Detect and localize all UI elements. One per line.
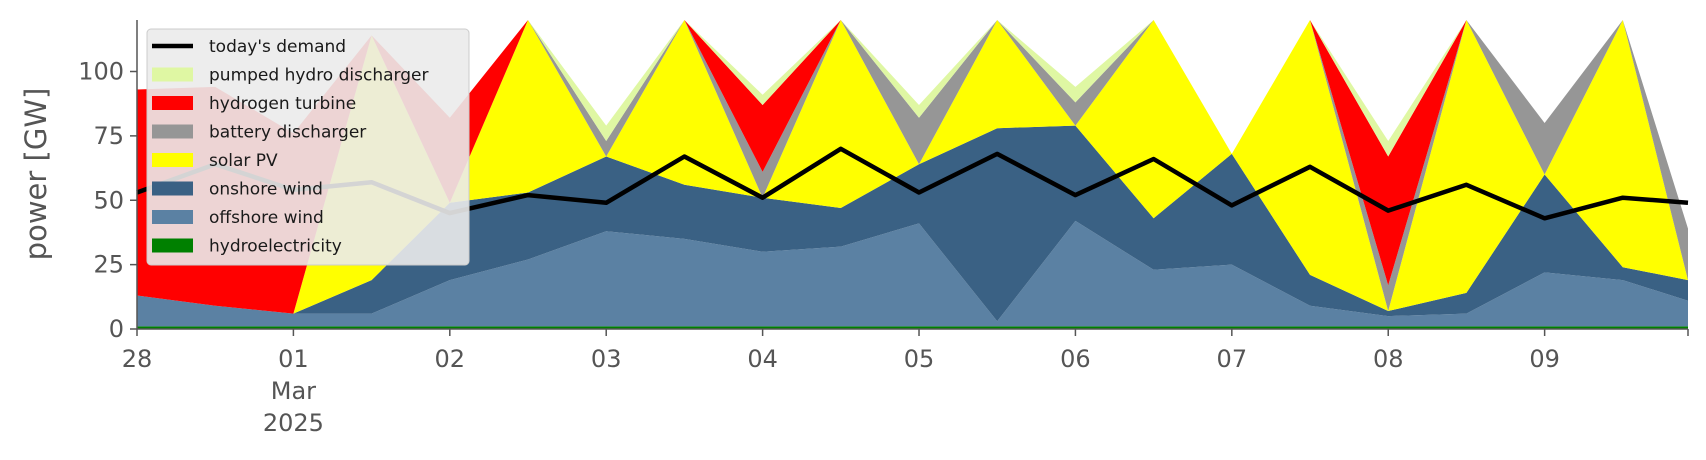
x-tick-label: Mar [271,377,316,405]
area-onshore-wind [137,125,1688,322]
legend-label: pumped hydro discharger [209,66,428,86]
legend-label: battery discharger [209,123,366,143]
x-tick-label: 28 [122,345,153,373]
legend-label: today's demand [209,37,346,57]
x-tick-label: 08 [1373,345,1404,373]
legend-swatch [152,210,193,224]
x-tick-label: 04 [747,345,778,373]
legend-label: solar PV [209,151,278,171]
y-tick-label: 0 [109,315,124,343]
legend-swatch [152,238,193,253]
y-tick-label: 75 [93,122,124,150]
y-ticks: 0 25 50 75 100 [78,58,137,343]
x-tick-label: 02 [435,345,466,373]
x-tick-label: 06 [1060,345,1091,373]
x-tick-label: 09 [1529,345,1560,373]
legend-label: hydrogen turbine [209,94,356,114]
x-tick-label: 03 [591,345,622,373]
legend-swatch [152,96,193,110]
legend-swatch [152,124,193,139]
x-tick-label: 05 [904,345,935,373]
x-ticks: 28 01 Mar 2025 02 03 04 05 06 07 08 09 [122,329,1689,437]
x-tick-label: 07 [1217,345,1248,373]
area-solar-pv [137,20,1688,314]
y-tick-label: 25 [93,251,124,279]
y-tick-label: 50 [93,186,124,214]
legend-swatch [152,67,193,82]
y-axis-title: power [GW] [19,88,53,261]
legend-label: hydroelectricity [209,237,342,257]
x-tick-label: 2025 [263,409,324,437]
legend-swatch [152,153,193,167]
legend: today's demand pumped hydro discharger hyd… [146,28,470,266]
legend-box [146,28,470,266]
legend-swatch [152,181,193,196]
legend-label: onshore wind [209,180,323,200]
y-tick-label: 100 [78,58,124,86]
area-offshore-wind [137,220,1688,327]
x-tick-label: 01 [278,345,309,373]
legend-label: offshore wind [209,208,324,228]
